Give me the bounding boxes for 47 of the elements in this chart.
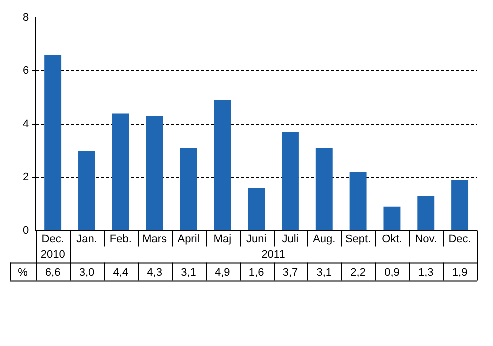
data-label: 3,7 xyxy=(282,266,298,279)
text: 2011 xyxy=(262,248,286,261)
data-label: 3,1 xyxy=(316,266,332,279)
data-label: 3,1 xyxy=(181,266,196,279)
x-tick-label: Okt. xyxy=(382,233,402,246)
x-tick-label: Nov. xyxy=(415,233,438,246)
data-label: 6,6 xyxy=(45,266,61,279)
data-label: 4,3 xyxy=(147,266,162,279)
bar xyxy=(418,196,435,230)
bar xyxy=(316,148,333,230)
x-tick-label: Feb. xyxy=(110,233,132,246)
bar xyxy=(248,188,266,230)
x-tick-label: Maj xyxy=(214,233,232,246)
data-label: 4,9 xyxy=(214,266,230,279)
bar xyxy=(384,206,401,230)
bar xyxy=(146,116,164,230)
data-label: 4,4 xyxy=(113,266,129,279)
bar xyxy=(112,114,130,230)
y-tick-label: 6 xyxy=(22,65,30,78)
bar xyxy=(214,100,232,230)
y-tick-label: 0 xyxy=(22,224,30,237)
y-tick-label: 8 xyxy=(22,12,30,24)
data-label: 3,0 xyxy=(79,266,95,279)
data-label: 0,9 xyxy=(384,266,400,279)
x-tick-label: Aug. xyxy=(313,233,336,246)
x-tick-label: Sept. xyxy=(345,233,372,246)
text: 2010 xyxy=(40,248,66,261)
bar xyxy=(452,180,469,230)
bar xyxy=(282,132,299,230)
text: % xyxy=(18,266,28,279)
bar xyxy=(350,172,367,230)
x-tick-label: April xyxy=(178,233,200,246)
data-label: 1,3 xyxy=(418,266,434,279)
x-tick-label: Juni xyxy=(246,233,267,246)
y-tick-label: 4 xyxy=(22,118,30,130)
bar xyxy=(78,151,96,230)
data-label: 2,2 xyxy=(350,266,366,279)
x-tick-label: Jan. xyxy=(76,233,98,246)
data-label: 1,6 xyxy=(248,266,264,279)
bar xyxy=(44,55,62,230)
x-tick-label: Dec. xyxy=(42,233,64,246)
bar xyxy=(180,148,198,230)
y-tick-label: 2 xyxy=(22,172,30,184)
data-label: 1,9 xyxy=(452,266,468,279)
x-tick-label: Dec. xyxy=(448,233,472,246)
x-tick-label: Mars xyxy=(142,233,168,246)
x-tick-label: Juli xyxy=(282,233,299,246)
